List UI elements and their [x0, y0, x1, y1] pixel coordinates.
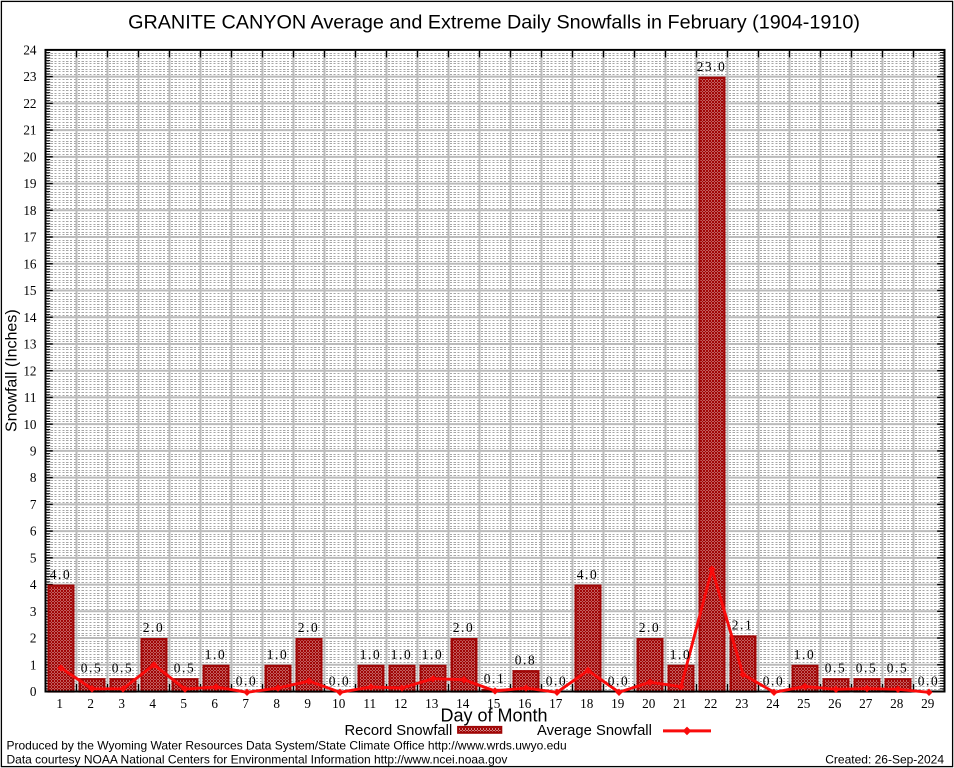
svg-text:1.0: 1.0 — [267, 647, 289, 662]
svg-text:0.0: 0.0 — [546, 674, 568, 689]
svg-text:8: 8 — [273, 696, 280, 711]
svg-text:24: 24 — [766, 696, 780, 711]
svg-text:7: 7 — [30, 497, 37, 512]
svg-text:6: 6 — [30, 524, 37, 539]
svg-text:Day of Month: Day of Month — [440, 706, 547, 726]
svg-text:20: 20 — [642, 696, 656, 711]
svg-text:26: 26 — [828, 696, 842, 711]
svg-text:14: 14 — [23, 310, 37, 325]
svg-text:Average Snowfall: Average Snowfall — [537, 723, 652, 739]
svg-text:16: 16 — [23, 256, 37, 271]
svg-text:Data courtesy NOAA National Ce: Data courtesy NOAA National Centers for … — [7, 753, 508, 767]
svg-text:4: 4 — [149, 696, 156, 711]
svg-text:2: 2 — [87, 696, 94, 711]
svg-text:20: 20 — [23, 149, 37, 164]
svg-text:8: 8 — [30, 470, 37, 485]
svg-text:6: 6 — [211, 696, 218, 711]
svg-text:23: 23 — [23, 69, 37, 84]
svg-text:15: 15 — [487, 696, 501, 711]
svg-text:21: 21 — [23, 123, 36, 138]
svg-text:Produced by the Wyoming Water: Produced by the Wyoming Water Resources … — [7, 739, 567, 753]
svg-text:2.0: 2.0 — [453, 620, 475, 635]
svg-text:Snowfall (Inches): Snowfall (Inches) — [4, 309, 21, 432]
svg-text:23.0: 23.0 — [697, 59, 727, 74]
svg-text:14: 14 — [456, 696, 470, 711]
svg-text:28: 28 — [890, 696, 904, 711]
svg-text:27: 27 — [859, 696, 873, 711]
svg-text:Record Snowfall: Record Snowfall — [345, 723, 453, 739]
svg-text:0.0: 0.0 — [608, 674, 630, 689]
svg-text:Created: 26-Sep-2024: Created: 26-Sep-2024 — [825, 753, 944, 767]
svg-text:1.0: 1.0 — [205, 647, 227, 662]
svg-text:22: 22 — [704, 696, 717, 711]
svg-text:16: 16 — [518, 696, 532, 711]
svg-text:0.0: 0.0 — [236, 674, 258, 689]
svg-text:18: 18 — [23, 203, 37, 218]
svg-text:10: 10 — [23, 417, 37, 432]
svg-text:24: 24 — [23, 43, 37, 58]
svg-text:0.0: 0.0 — [763, 674, 785, 689]
svg-text:21: 21 — [673, 696, 686, 711]
svg-text:22: 22 — [23, 96, 36, 111]
svg-text:7: 7 — [242, 696, 249, 711]
svg-text:1: 1 — [56, 696, 63, 711]
svg-text:3: 3 — [118, 696, 125, 711]
svg-text:0.5: 0.5 — [174, 660, 196, 675]
svg-text:13: 13 — [425, 696, 439, 711]
svg-text:0.5: 0.5 — [856, 660, 878, 675]
svg-text:18: 18 — [580, 696, 594, 711]
svg-text:1: 1 — [30, 657, 37, 672]
svg-text:13: 13 — [23, 337, 37, 352]
svg-text:2.0: 2.0 — [298, 620, 320, 635]
svg-text:5: 5 — [30, 550, 37, 565]
svg-text:1.0: 1.0 — [670, 647, 692, 662]
svg-text:19: 19 — [23, 176, 37, 191]
svg-text:19: 19 — [611, 696, 625, 711]
svg-text:9: 9 — [30, 444, 37, 459]
svg-text:10: 10 — [332, 696, 346, 711]
svg-text:1.0: 1.0 — [422, 647, 444, 662]
svg-text:12: 12 — [394, 696, 407, 711]
svg-text:23: 23 — [735, 696, 749, 711]
svg-text:0.0: 0.0 — [918, 674, 940, 689]
svg-text:0.8: 0.8 — [515, 652, 537, 667]
svg-text:15: 15 — [23, 283, 37, 298]
svg-text:5: 5 — [180, 696, 187, 711]
svg-text:11: 11 — [24, 390, 37, 405]
svg-text:4: 4 — [30, 577, 37, 592]
svg-text:25: 25 — [797, 696, 811, 711]
svg-text:0.0: 0.0 — [329, 674, 351, 689]
svg-text:2.0: 2.0 — [143, 620, 165, 635]
svg-text:29: 29 — [921, 696, 935, 711]
svg-text:1.0: 1.0 — [360, 647, 382, 662]
svg-text:GRANITE CANYON Average and Ext: GRANITE CANYON Average and Extreme Daily… — [128, 12, 860, 34]
svg-text:0.5: 0.5 — [825, 660, 847, 675]
svg-text:1.0: 1.0 — [391, 647, 413, 662]
svg-text:0.5: 0.5 — [81, 660, 103, 675]
svg-text:0: 0 — [30, 684, 37, 699]
svg-text:3: 3 — [30, 604, 37, 619]
svg-text:17: 17 — [549, 696, 563, 711]
svg-text:2.1: 2.1 — [732, 618, 754, 633]
svg-text:0.1: 0.1 — [484, 671, 506, 686]
svg-text:17: 17 — [23, 230, 37, 245]
svg-text:0.5: 0.5 — [112, 660, 134, 675]
svg-text:2.0: 2.0 — [639, 620, 661, 635]
svg-text:0.5: 0.5 — [887, 660, 909, 675]
svg-text:11: 11 — [363, 696, 376, 711]
svg-text:4.0: 4.0 — [50, 567, 72, 582]
svg-text:4.0: 4.0 — [577, 567, 599, 582]
svg-text:1.0: 1.0 — [794, 647, 816, 662]
svg-text:2: 2 — [30, 631, 37, 646]
svg-text:9: 9 — [304, 696, 311, 711]
svg-text:12: 12 — [23, 363, 36, 378]
